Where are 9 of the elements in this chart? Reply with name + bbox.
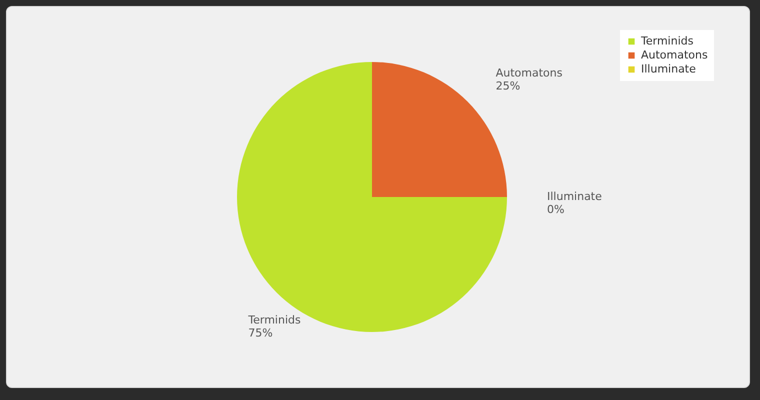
- text: 0%: [547, 203, 564, 216]
- legend-label: Automatons: [641, 48, 708, 62]
- slice-label: Terminids: [247, 314, 301, 327]
- data-label: 25%: [496, 79, 520, 92]
- legend-label: Terminids: [640, 34, 694, 48]
- data-label: 75%: [248, 326, 273, 340]
- slice-label: Automatons: [496, 66, 563, 80]
- legend-label: Illuminate: [641, 62, 696, 76]
- category-label: Illuminate: [547, 190, 602, 203]
